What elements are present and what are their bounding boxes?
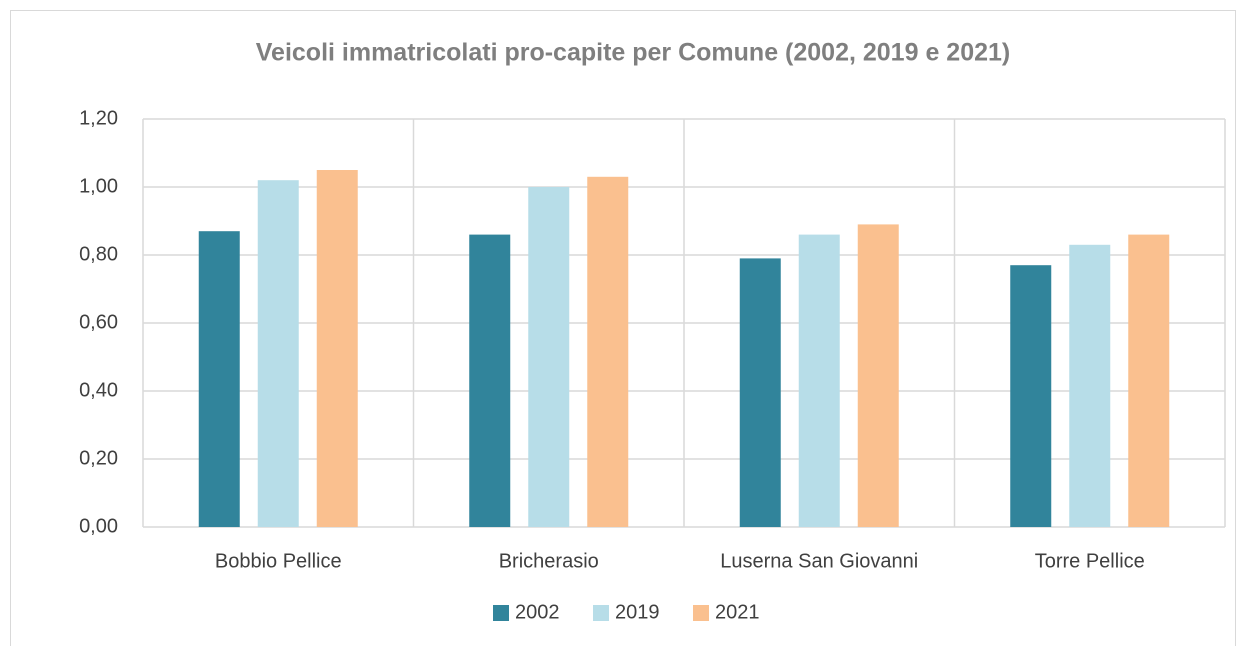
legend-swatch <box>593 605 609 621</box>
legend-label: 2021 <box>715 601 760 623</box>
y-tick-label: 0,80 <box>79 243 118 265</box>
legend-swatch <box>493 605 509 621</box>
y-tick-label: 0,40 <box>79 379 118 401</box>
x-tick-label: Bricherasio <box>499 550 599 572</box>
y-tick-label: 0,60 <box>79 311 118 333</box>
x-tick-label: Torre Pellice <box>1035 550 1145 572</box>
bar <box>1010 265 1052 527</box>
bar <box>1069 244 1111 528</box>
legend-label: 2002 <box>515 601 560 623</box>
bar <box>587 176 629 528</box>
x-tick-label: Luserna San Giovanni <box>720 550 918 572</box>
bar <box>739 258 781 527</box>
bar <box>528 187 570 527</box>
y-tick-label: 1,00 <box>79 175 118 197</box>
y-tick-label: 0,20 <box>79 447 118 469</box>
chart-border <box>10 10 1236 646</box>
x-tick-label: Bobbio Pellice <box>215 550 342 572</box>
bar <box>1128 234 1170 527</box>
bar <box>857 224 899 527</box>
bar <box>257 180 299 527</box>
bar <box>798 234 840 527</box>
bar <box>469 234 511 527</box>
bar <box>316 170 358 527</box>
bar <box>198 231 240 527</box>
y-tick-label: 0,00 <box>79 515 118 537</box>
legend-label: 2019 <box>615 601 660 623</box>
chart-title: Veicoli immatricolati pro-capite per Com… <box>256 39 1010 67</box>
legend-swatch <box>693 605 709 621</box>
y-tick-label: 1,20 <box>79 107 118 129</box>
